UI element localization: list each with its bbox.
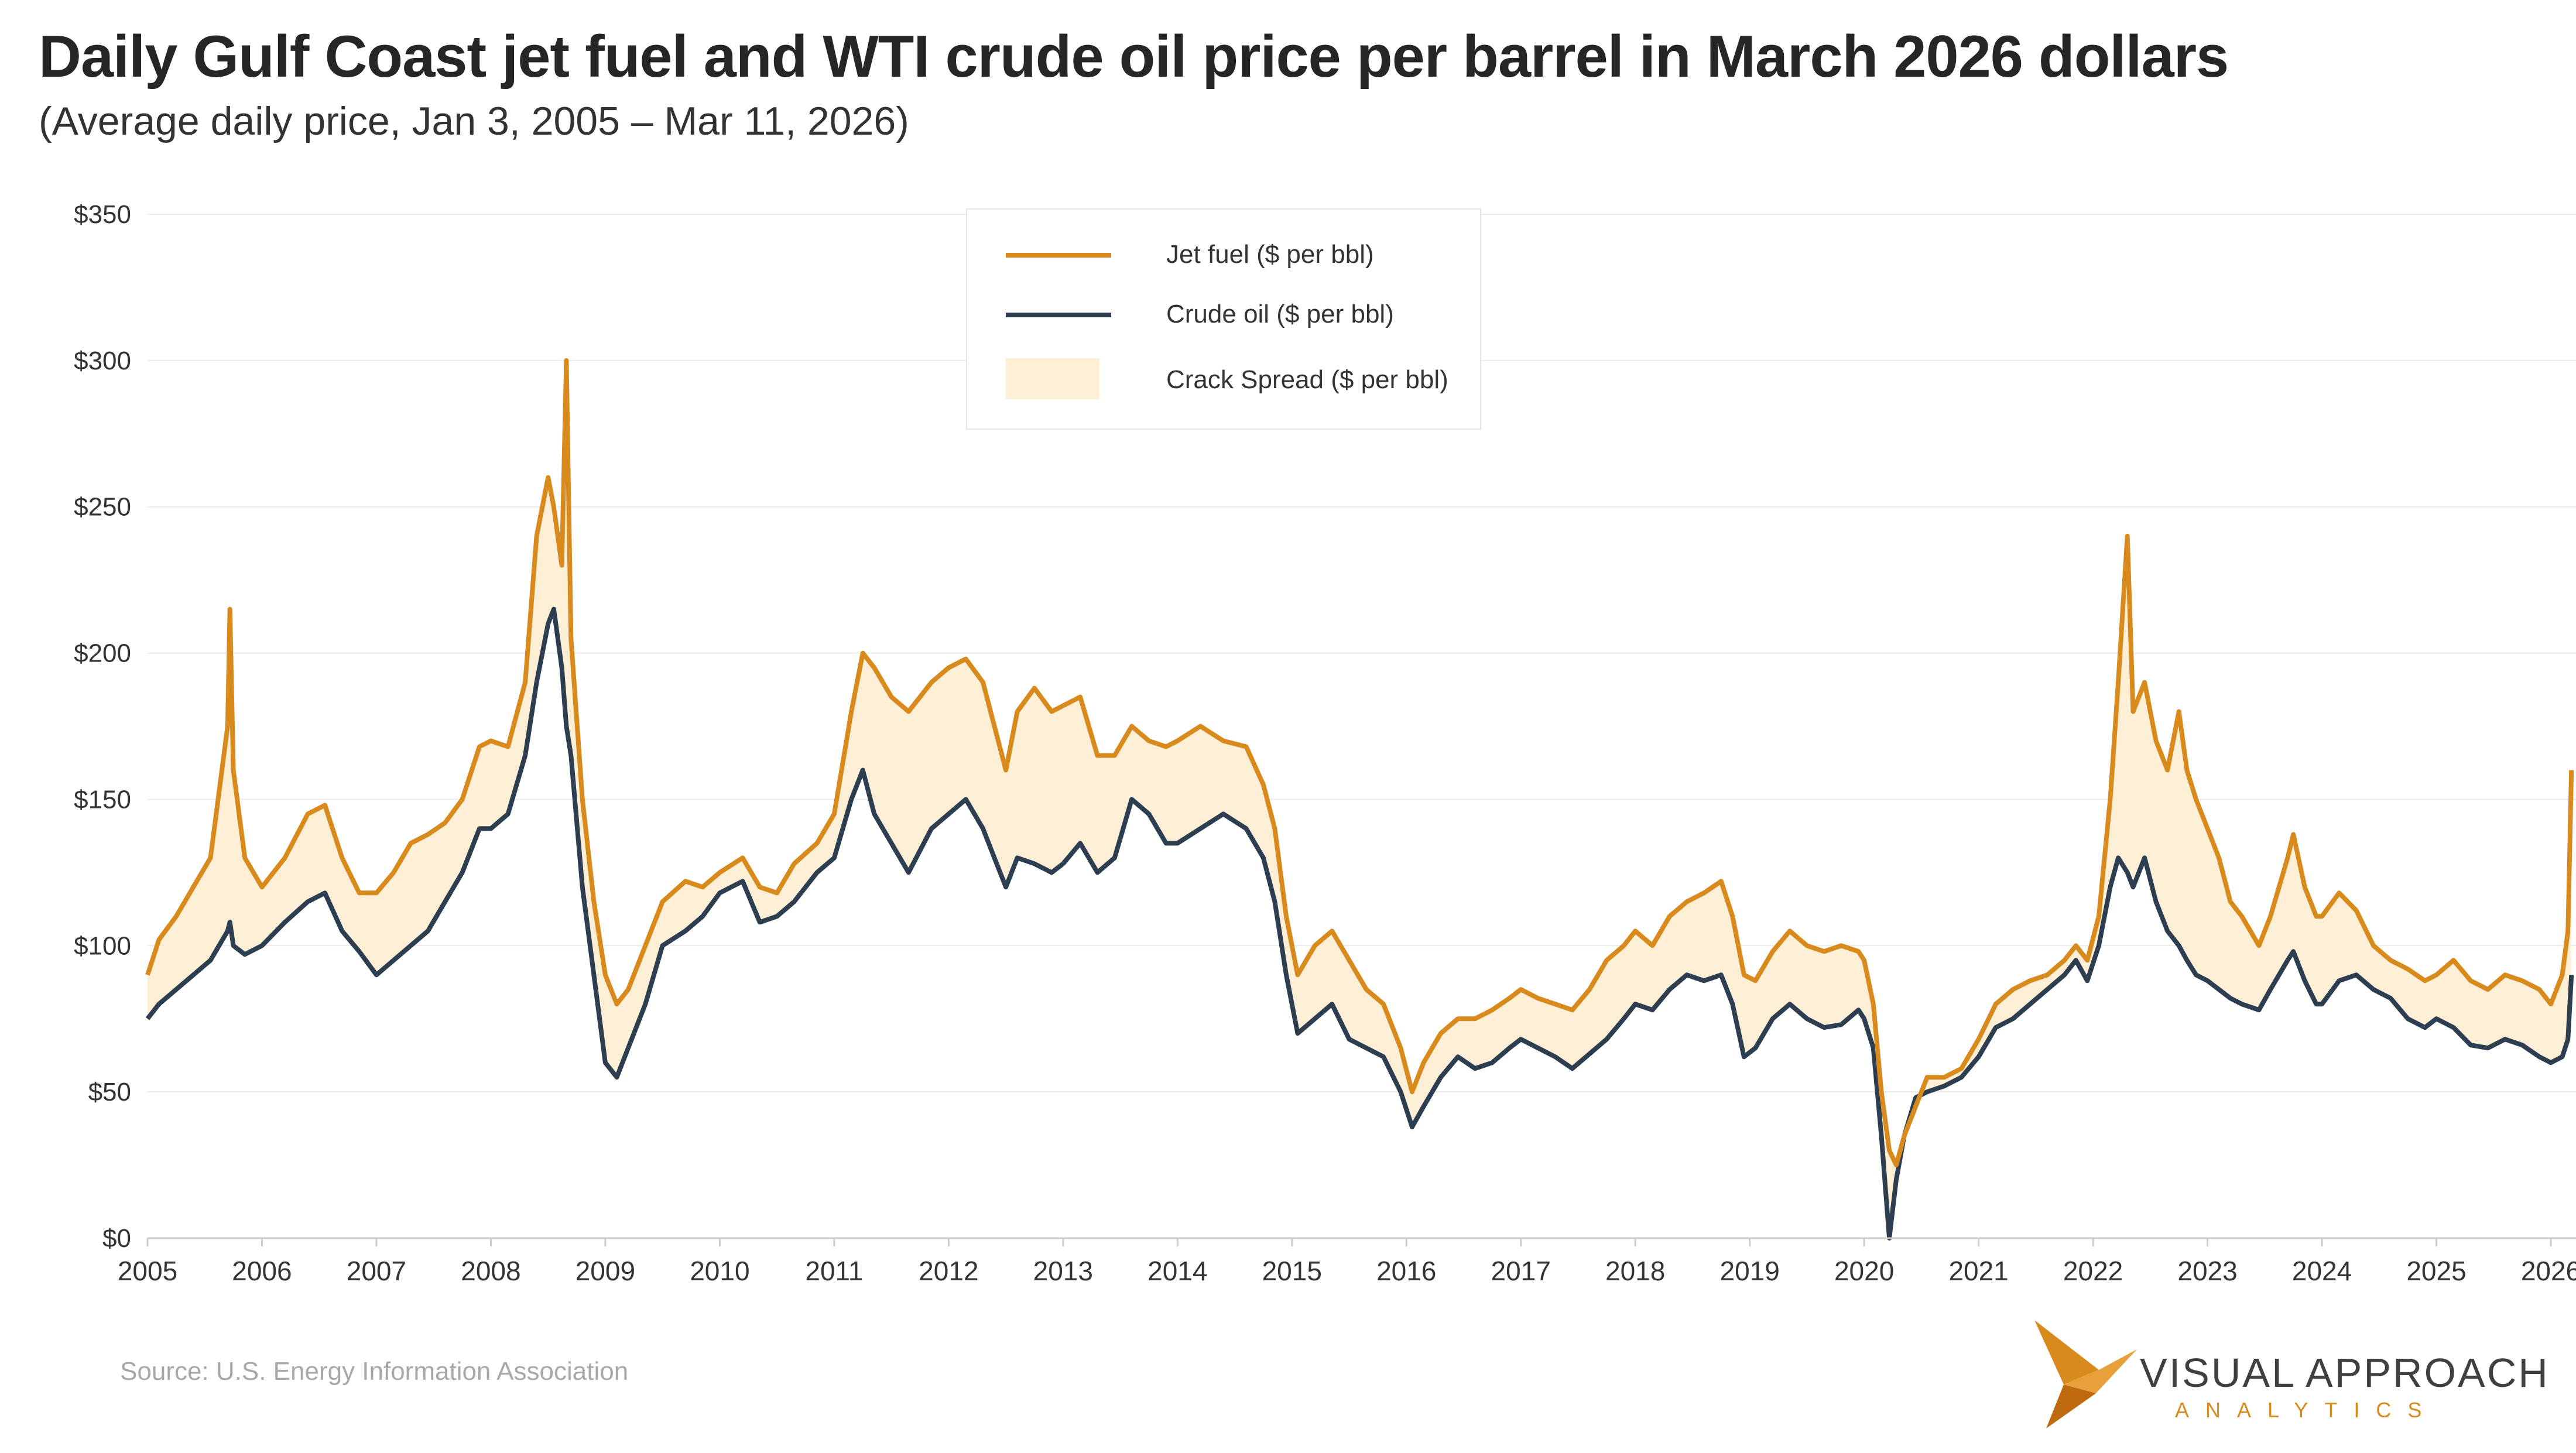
legend-spread-label: Crack Spread ($ per bbl) [1166,365,1448,394]
x-tick-label: 2019 [1719,1256,1779,1286]
y-tick-label: $150 [74,785,131,814]
x-tick-label: 2011 [805,1256,863,1286]
chart-subtitle: (Average daily price, Jan 3, 2005 – Mar … [39,99,909,143]
x-tick-label: 2015 [1262,1256,1322,1286]
legend-item-jet: Jet fuel ($ per bbl) [967,238,1480,285]
x-tick-label: 2020 [1834,1256,1894,1286]
x-tick-label: 2010 [690,1256,749,1286]
y-tick-label: $350 [74,200,131,229]
logo-mark-icon [2034,1320,2137,1428]
x-tick-label: 2024 [2292,1256,2352,1286]
crude-oil-line [145,606,2574,1240]
legend: Jet fuel ($ per bbl) Crude oil ($ per bb… [966,208,1481,430]
x-tick-label: 2005 [118,1256,177,1286]
logo-name: VISUAL APPROACH [2140,1350,2550,1396]
y-tick-label: $250 [74,493,131,522]
legend-item-spread: Crack Spread ($ per bbl) [967,358,1480,410]
y-axis: $0 $50 $100 $150 $200 $250 $300 $350 [74,200,131,1253]
x-tick-label: 2013 [1033,1256,1093,1286]
x-axis: 2005 2006 2007 2008 2009 2010 2011 2012 2013 2014… [118,1238,2576,1286]
chart-title: Daily Gulf Coast jet fuel and WTI crude … [39,24,2229,90]
x-tick-label: 2025 [2406,1256,2466,1286]
y-tick-label: $100 [74,931,131,960]
y-tick-label: $0 [102,1224,131,1253]
legend-item-crude: Crude oil ($ per bbl) [967,297,1480,344]
x-tick-label: 2008 [461,1256,520,1286]
source-note: Source: U.S. Energy Information Associat… [120,1357,629,1386]
y-tick-label: $200 [74,639,131,668]
x-tick-label: 2009 [576,1256,635,1286]
x-tick-label: 2017 [1491,1256,1551,1286]
x-tick-label: 2022 [2063,1256,2123,1286]
x-tick-label: 2007 [347,1256,406,1286]
x-tick-label: 2018 [1605,1256,1665,1286]
legend-spread-swatch [1006,358,1099,399]
x-tick-label: 2016 [1376,1256,1436,1286]
x-tick-label: 2023 [2177,1256,2237,1286]
logo-tagline: ANALYTICS [2175,1398,2438,1422]
y-tick-label: $50 [88,1078,131,1106]
x-tick-label: 2026 [2521,1256,2576,1286]
legend-jet-swatch [1006,253,1111,258]
x-tick-label: 2012 [919,1256,978,1286]
legend-crude-label: Crude oil ($ per bbl) [1166,300,1394,328]
y-tick-label: $300 [74,347,131,375]
x-tick-label: 2014 [1147,1256,1207,1286]
legend-crude-swatch [1006,313,1111,317]
x-tick-label: 2021 [1948,1256,2008,1286]
x-tick-label: 2006 [232,1256,292,1286]
brand-logo: VISUAL APPROACH ANALYTICS [2029,1314,2573,1431]
legend-jet-label: Jet fuel ($ per bbl) [1166,240,1374,269]
jet-fuel-line [145,358,2574,1168]
